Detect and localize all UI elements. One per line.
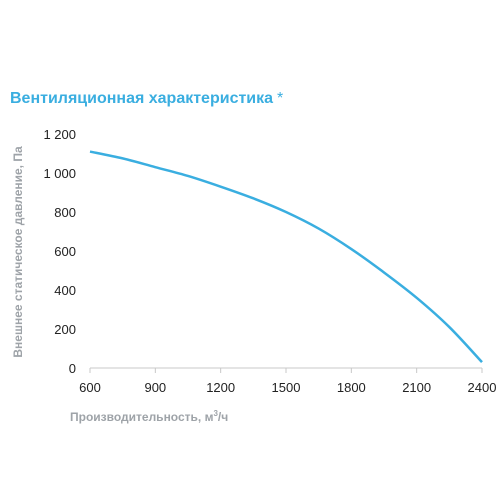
y-tick-label: 0 bbox=[69, 361, 76, 376]
x-axis-title-sup: 3 bbox=[213, 409, 218, 418]
y-tick-label: 1 000 bbox=[43, 166, 76, 181]
chart-title-asterisk: * bbox=[277, 90, 284, 107]
x-tick-label: 1200 bbox=[206, 380, 235, 395]
y-tick-label: 1 200 bbox=[43, 127, 76, 142]
x-tick-label: 900 bbox=[144, 380, 166, 395]
x-tick-label: 2400 bbox=[468, 380, 497, 395]
y-tick-label: 400 bbox=[54, 283, 76, 298]
y-tick-label: 800 bbox=[54, 205, 76, 220]
x-tick-label: 1800 bbox=[337, 380, 366, 395]
x-tick-label: 1500 bbox=[272, 380, 301, 395]
y-axis-title: Внешнее статическое давление, Па bbox=[11, 146, 25, 358]
series-curve bbox=[89, 150, 483, 364]
y-tick-label: 200 bbox=[54, 322, 76, 337]
x-tick-label: 600 bbox=[79, 380, 101, 395]
chart-title-text: Вентиляционная характеристика bbox=[10, 90, 274, 107]
x-axis-title-tail: /ч bbox=[217, 410, 229, 424]
y-tick-label: 600 bbox=[54, 244, 76, 259]
x-tick-label: 2100 bbox=[402, 380, 431, 395]
x-axis-title-main: Производительность, м bbox=[70, 410, 214, 424]
y-axis-title-group: Внешнее статическое давление, Па bbox=[11, 146, 25, 358]
x-axis-title: Производительность, м3/ч bbox=[70, 409, 228, 424]
y-ticks: 0 200 400 600 800 1 000 1 200 bbox=[43, 127, 76, 376]
chart-title: Вентиляционная характеристика * bbox=[10, 90, 283, 108]
x-ticks: 600 900 1200 1500 1800 2100 2400 bbox=[79, 368, 496, 395]
